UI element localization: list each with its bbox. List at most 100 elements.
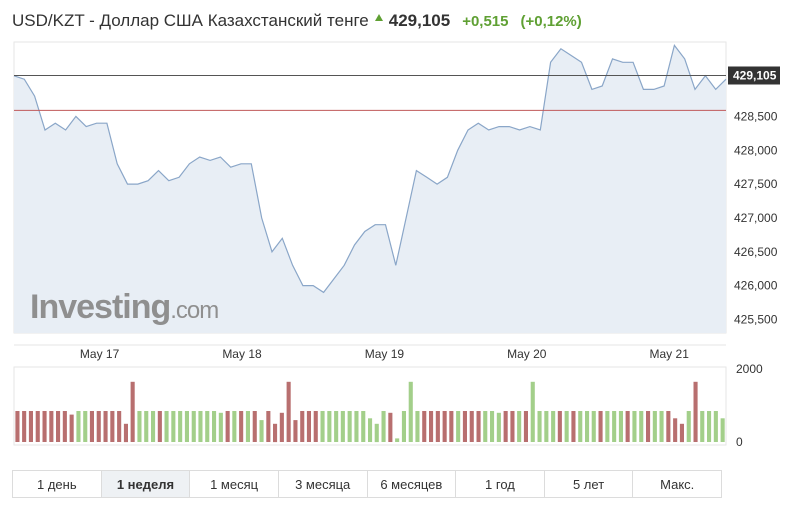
volume-bar (83, 411, 88, 442)
volume-bar (69, 414, 74, 442)
volume-bar (605, 411, 610, 442)
volume-bar (178, 411, 183, 442)
volume-bar (679, 423, 684, 443)
volume-bar (22, 411, 27, 442)
volume-bar (157, 411, 162, 442)
current-price-badge (728, 66, 780, 85)
volume-bar (232, 411, 237, 442)
tab-1-week[interactable]: 1 неделя (101, 471, 191, 497)
volume-bar (198, 411, 203, 442)
arrow-up-icon (374, 13, 383, 21)
y-tick-label: 428,500 (734, 109, 778, 123)
x-tick-label: May 17 (80, 347, 120, 361)
volume-bar (212, 411, 217, 442)
volume-bar (89, 411, 94, 442)
current-price-label: 429,105 (733, 68, 777, 82)
volume-bar (544, 411, 549, 442)
volume-bar (354, 411, 359, 442)
volume-bar (578, 411, 583, 442)
volume-bar (713, 411, 718, 442)
volume-bar (35, 411, 40, 442)
volume-bar (361, 411, 366, 442)
volume-bar (164, 411, 169, 442)
volume-tick-label: 0 (736, 435, 743, 449)
volume-bar (632, 411, 637, 442)
volume-bar (15, 411, 20, 442)
volume-bar (300, 411, 305, 442)
volume-bar (503, 411, 508, 442)
volume-bar (151, 411, 156, 442)
investing-logo: Investing.com (30, 288, 219, 327)
volume-bar (191, 411, 196, 442)
volume-bar (286, 381, 291, 442)
volume-bar (429, 411, 434, 442)
volume-bar (462, 411, 467, 442)
volume-bar (666, 411, 671, 442)
x-tick-label: May 21 (650, 347, 690, 361)
volume-bar (205, 411, 210, 442)
volume-bar (598, 411, 603, 442)
volume-bar (530, 381, 535, 442)
volume-bar (591, 411, 596, 442)
price-area (14, 45, 726, 334)
volume-bar (646, 411, 651, 442)
volume-bar (137, 411, 142, 442)
volume-bar (28, 411, 33, 442)
volume-bar (340, 411, 345, 442)
volume-bar (618, 411, 623, 442)
volume-bar (334, 411, 339, 442)
volume-bar (612, 411, 617, 442)
volume-bar (266, 411, 271, 442)
y-tick-label: 428,000 (734, 143, 778, 157)
volume-bar (483, 411, 488, 442)
volume-bar (517, 411, 522, 442)
volume-bar (686, 411, 691, 442)
y-tick-label: 426,500 (734, 245, 778, 259)
volume-bar (347, 411, 352, 442)
volume-bar (42, 411, 47, 442)
price-line (13, 44, 727, 294)
volume-bar (327, 411, 332, 442)
tab-max[interactable]: Макс. (660, 476, 695, 492)
volume-bar (476, 411, 481, 442)
tab-6-months[interactable]: 6 месяцев (368, 471, 457, 497)
logo-suffix: .com (170, 297, 219, 324)
volume-bar (449, 411, 454, 442)
volume-bar (571, 411, 576, 442)
volume-bar (388, 412, 393, 442)
volume-bar (639, 411, 644, 442)
instrument-title: USD/KZT - Доллар США Казахстанский тенге (12, 11, 369, 30)
tab-1-day[interactable]: 1 день (13, 471, 102, 497)
volume-bar (625, 411, 630, 442)
volume-bar (123, 423, 128, 443)
volume-bar (557, 411, 562, 442)
tab-1-year[interactable]: 1 год (456, 471, 545, 497)
volume-bar (442, 411, 447, 442)
volume-bar (368, 418, 373, 442)
volume-bar (279, 412, 284, 442)
volume-tick-label: 2000 (736, 362, 763, 376)
volume-bar (408, 381, 413, 442)
x-tick-label: May 18 (222, 347, 262, 361)
tab-5-years[interactable]: 5 лет (545, 471, 634, 497)
tab-3-months[interactable]: 3 месяца (279, 471, 368, 497)
tab-1-month[interactable]: 1 месяц (190, 471, 279, 497)
x-tick-label: May 20 (507, 347, 547, 361)
price-change: +0,515 (462, 12, 509, 30)
volume-bar (693, 381, 698, 442)
volume-bar (62, 411, 67, 442)
volume-bar (313, 411, 318, 442)
volume-bar (320, 411, 325, 442)
volume-bar (469, 411, 474, 442)
volume-bar (381, 411, 386, 442)
volume-bar (422, 411, 427, 442)
price-chart[interactable]: 425,500 426,000 426,500 427,000 427,500 428,0… (0, 0, 800, 460)
volume-bar (490, 411, 495, 442)
volume-bar (306, 411, 311, 442)
volume-bar (700, 411, 705, 442)
volume-bar (117, 411, 122, 442)
volume-bar (96, 411, 101, 442)
volume-bar (239, 411, 244, 442)
volume-bar (218, 412, 223, 442)
price-change-percent: (+0,12%) (520, 12, 582, 30)
